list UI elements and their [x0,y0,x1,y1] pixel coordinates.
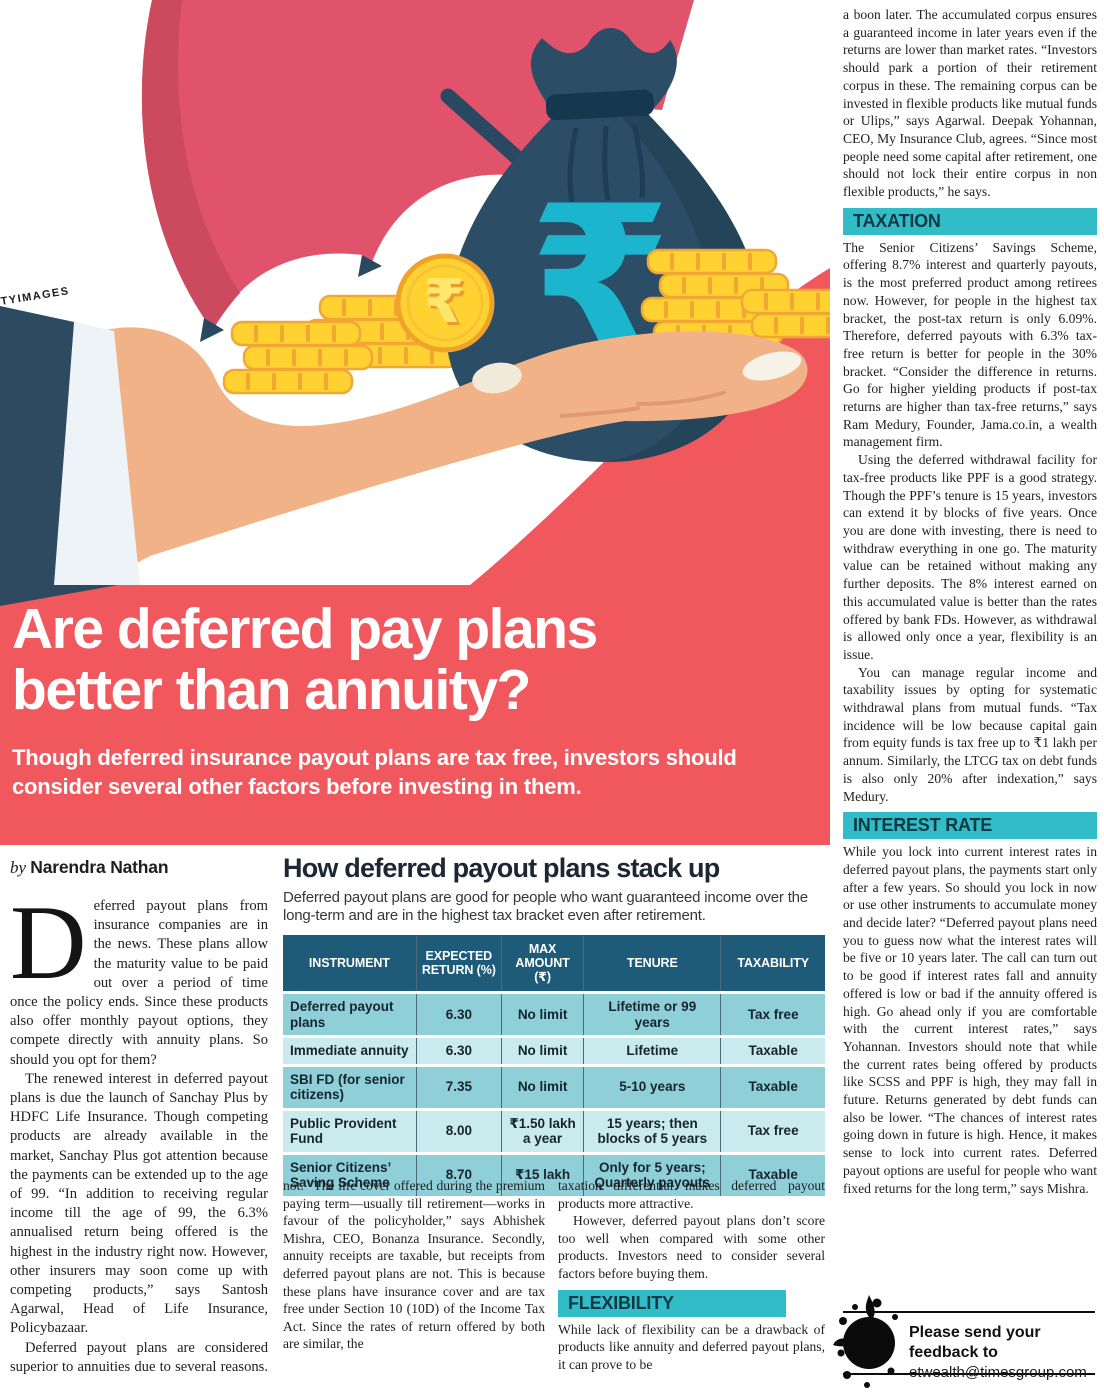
right-column-text: a boon later. The accumulated corpus ens… [843,6,1097,1295]
drop-cap: D [10,897,87,1001]
table-row: Immediate annuity 6.30 No limit Lifetime… [283,1038,825,1064]
illustration-canvas: ₹ ₹ ₹ [0,0,830,585]
headline-line-1: Are deferred pay plans [12,597,598,661]
right-rail-column: a boon later. The accumulated corpus ens… [833,0,1097,1388]
table-row: Senior Citizens’ Saving Scheme 8.70 ₹15 … [283,1154,825,1196]
paragraph: Deferred payout plans are considered sup… [10,1339,268,1375]
body-column-3: taxation differential makes deferred pay… [558,1177,825,1377]
column-header: TAXABILITY [720,935,825,991]
section-header-taxation: TAXATION [843,207,1097,235]
feedback-email: etwealth@timesgroup.com [909,1364,1087,1381]
paragraph: You can manage regular income and taxabi… [843,664,1097,804]
table-header-row: INSTRUMENT EXPECTED RETURN (%) MAX AMOUN… [283,935,825,991]
svg-text:₹: ₹ [426,270,468,340]
comparison-table-block: How deferred payout plans stack up Defer… [283,853,825,1199]
headline-line-2: better than annuity? [12,658,531,722]
table-cell: 15 years; then blocks of 5 years [583,1110,721,1152]
hand-illustration [96,327,808,585]
section-header-flexibility: FLEXIBILITY [558,1289,786,1317]
table-cell: Tax free [720,994,825,1035]
instrument-comparison-table: INSTRUMENT EXPECTED RETURN (%) MAX AMOUN… [283,932,825,1199]
column-header: TENURE [583,935,721,991]
table-cell: Lifetime or 99 years [583,994,721,1035]
table-row: SBI FD (for senior citizens) 7.35 No lim… [283,1066,825,1108]
table-cell: 7.35 [415,1066,501,1108]
main-article-region: ₹ ₹ ₹ [0,0,830,1381]
column-header: MAX AMOUNT (₹) [500,935,584,991]
table-cell: No limit [500,1038,584,1064]
table-cell: Taxable [720,1038,825,1064]
feedback-label: Please send your feedback to [909,1324,1041,1361]
suit-sleeve [0,306,74,585]
retirement-savings-illustration: ₹ ₹ ₹ [0,0,830,585]
table-row: Public Provident Fund 8.00 ₹1.50 lakh a … [283,1110,825,1152]
article-deck: Though deferred insurance payout plans a… [12,745,737,799]
table-cell: ₹15 lakh [500,1154,584,1196]
column-header: EXPECTED RETURN (%) [415,935,501,991]
article-headline: Are deferred pay plans better than annui… [12,599,816,721]
thumb-nail [472,362,522,394]
table-cell: 8.70 [415,1154,501,1196]
svg-text:₹: ₹ [423,267,465,337]
body-column-2: not. “The life cover offered during the … [283,1177,545,1377]
column-header: INSTRUMENT [283,935,416,991]
paragraph: Using the deferred withdrawal facility f… [843,452,1097,662]
paragraph: a boon later. The accumulated corpus ens… [843,7,1097,200]
table-cell: 6.30 [415,994,501,1035]
byline-prefix: by [10,858,27,877]
table-cell: 5-10 years [583,1066,721,1108]
paragraph: The renewed interest in deferred payout … [10,1070,268,1337]
table-cell: SBI FD (for senior citizens) [283,1066,416,1108]
feedback-box: Please send your feedback to etwealth@ti… [833,1295,1095,1388]
rupee-coin-icon: ₹ ₹ [395,253,495,353]
table-row: Deferred payout plans 6.30 No limit Life… [283,994,825,1035]
table-cell: Lifetime [583,1038,721,1064]
paragraph: The Senior Citizens’ Savings Scheme, off… [843,239,1097,450]
table-title: How deferred payout plans stack up [283,853,720,883]
table-cell: Only for 5 years; Quarterly payouts [583,1154,721,1196]
table-cell: No limit [500,1066,584,1108]
paragraph: not. “The life cover offered during the … [283,1178,545,1352]
table-cell: ₹1.50 lakh a year [500,1110,584,1152]
section-header-interest-rate: INTEREST RATE [843,812,1097,840]
byline: by Narendra Nathan [10,857,169,878]
table-cell: Deferred payout plans [283,994,416,1035]
table-subtitle: Deferred payout plans are good for peopl… [283,889,808,924]
finger-nail [742,351,802,381]
coin-stack-right [640,248,830,347]
headline-block: Are deferred pay plans better than annui… [0,585,830,845]
table-cell: No limit [500,994,584,1035]
paragraph: However, deferred payout plans don’t sco… [558,1213,825,1281]
paragraph: taxation differential makes deferred pay… [558,1178,825,1211]
ink-splat-icon [833,1295,898,1388]
paragraph: While you lock into current interest rat… [843,844,1097,1196]
paragraph: While lack of flexibility can be a drawb… [558,1321,825,1372]
table-cell: Senior Citizens’ Saving Scheme [283,1154,416,1196]
table-cell: Immediate annuity [283,1038,416,1064]
table-cell: Taxable [720,1066,825,1108]
table-cell: Taxable [720,1154,825,1196]
table-cell: 6.30 [415,1038,501,1064]
table-cell: Public Provident Fund [283,1110,416,1152]
byline-author: Narendra Nathan [30,857,169,877]
table-cell: 8.00 [415,1110,501,1152]
table-cell: Tax free [720,1110,825,1152]
